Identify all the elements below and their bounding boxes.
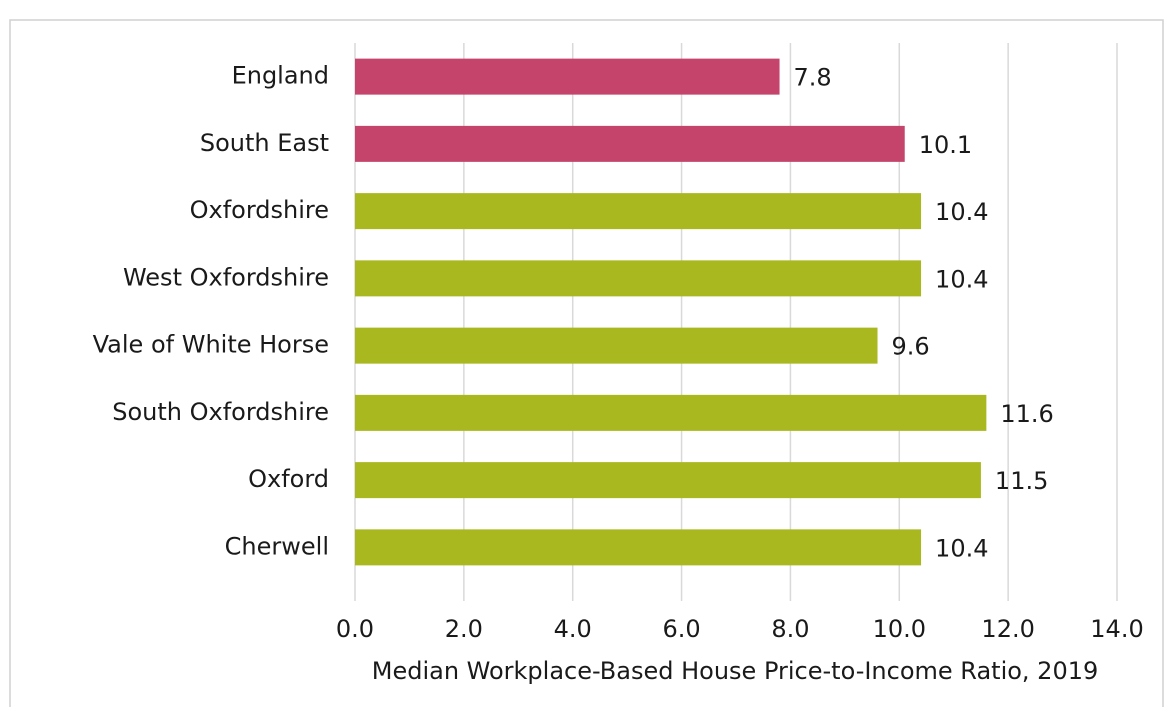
- bar: [355, 58, 780, 95]
- frame: [9, 19, 1164, 711]
- y-tick-label: South Oxfordshire: [112, 398, 329, 426]
- x-tick-label: 12.0: [981, 615, 1034, 643]
- y-tick-label: West Oxfordshire: [123, 263, 329, 291]
- y-tick-label: South East: [200, 129, 329, 157]
- x-tick-label: 6.0: [662, 615, 700, 643]
- bar: [355, 462, 981, 499]
- x-tick-label: 8.0: [771, 615, 809, 643]
- data-label: 10.4: [935, 265, 988, 293]
- data-label: 9.6: [892, 333, 930, 361]
- y-tick-label: Vale of White Horse: [93, 331, 329, 359]
- bar: [355, 394, 987, 431]
- bar: [355, 529, 922, 566]
- y-tick-label: Oxfordshire: [190, 196, 329, 224]
- x-tick-label: 4.0: [554, 615, 592, 643]
- y-tick-label: Oxford: [248, 465, 329, 493]
- bar: [355, 327, 878, 364]
- data-label: 11.6: [1000, 400, 1053, 428]
- y-tick-label: England: [232, 62, 329, 90]
- data-label: 10.4: [935, 198, 988, 226]
- bar: [355, 125, 905, 162]
- data-label: 11.5: [995, 467, 1048, 495]
- x-tick-label: 10.0: [873, 615, 926, 643]
- bar: [355, 193, 922, 230]
- x-tick-label: 2.0: [445, 615, 483, 643]
- x-tick-label: 0.0: [336, 615, 374, 643]
- x-tick-label: 14.0: [1090, 615, 1143, 643]
- data-label: 7.8: [794, 64, 832, 92]
- data-label: 10.1: [919, 131, 972, 159]
- bar: [355, 260, 922, 297]
- y-tick-label: Cherwell: [225, 532, 329, 560]
- x-axis-label: Median Workplace-Based House Price-to-In…: [372, 657, 1099, 685]
- data-label: 10.4: [935, 534, 988, 562]
